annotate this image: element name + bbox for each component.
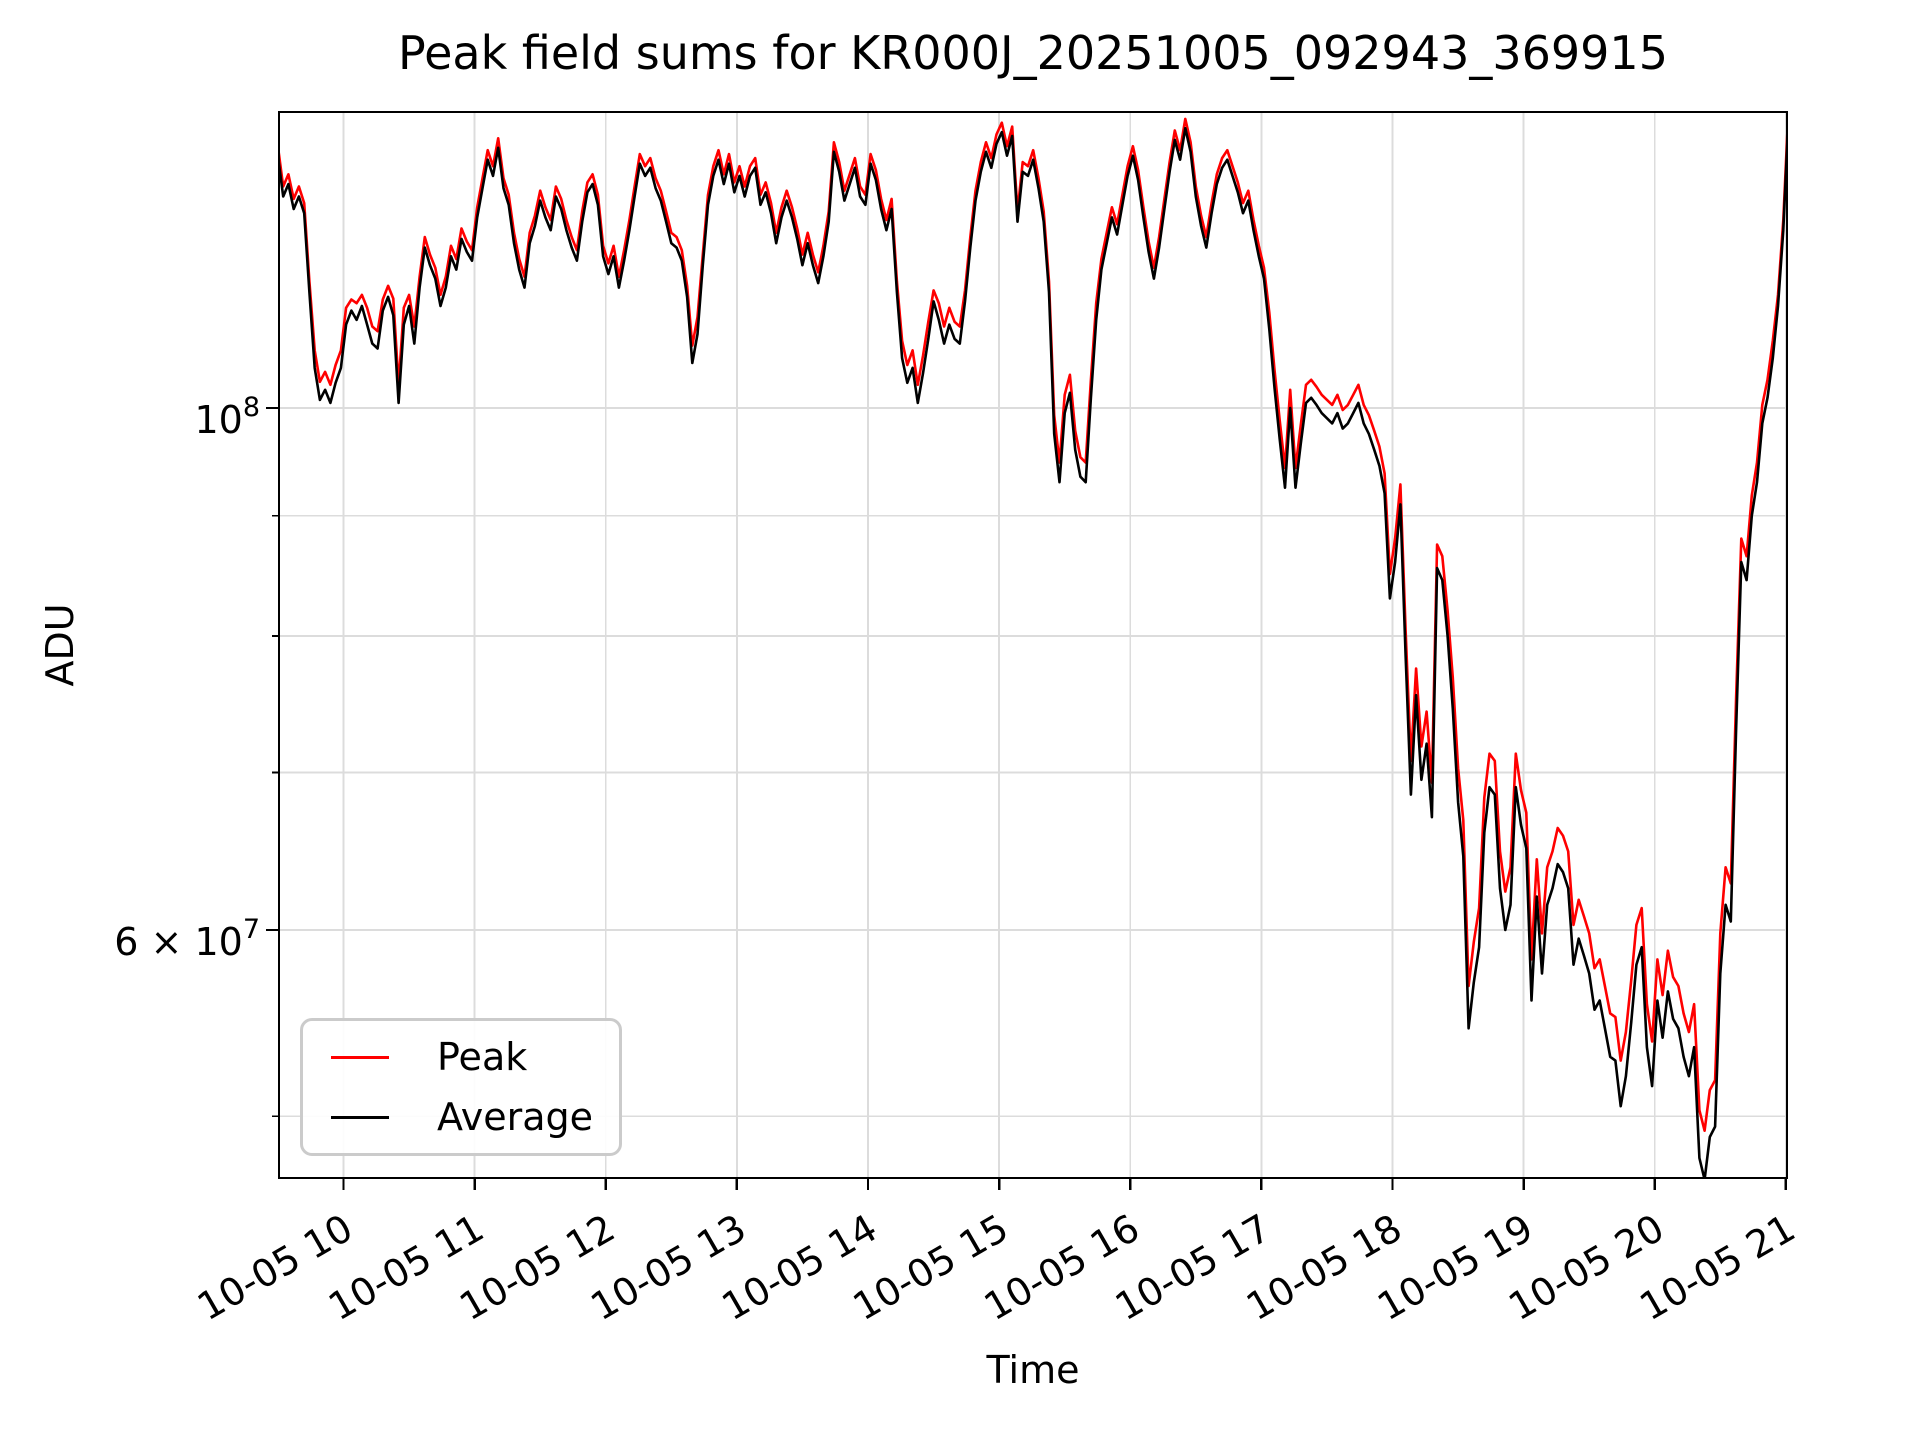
series-line-peak [279, 112, 1787, 1132]
x-axis-label: Time [986, 1348, 1080, 1392]
y-tick-label-6e7: 6 × 107 [114, 914, 260, 964]
y-tick-label-1e8: 108 [194, 392, 260, 442]
average-line-swatch [331, 1115, 389, 1119]
series-line-average [279, 120, 1787, 1178]
axes-spines [277, 110, 1789, 1180]
tick-marks [266, 406, 1788, 1190]
legend-row-average: Average [331, 1095, 619, 1139]
legend-row-peak: Peak [331, 1035, 619, 1079]
legend-label-peak: Peak [437, 1035, 528, 1079]
plot-border [277, 110, 1789, 1180]
legend-label-average: Average [437, 1095, 594, 1139]
data-series [279, 112, 1787, 1178]
gridlines [279, 112, 1787, 1178]
legend: Peak Average [300, 1018, 622, 1156]
chart-title: Peak field sums for KR000J_20251005_0929… [398, 26, 1668, 80]
peak-line-swatch [331, 1055, 389, 1059]
